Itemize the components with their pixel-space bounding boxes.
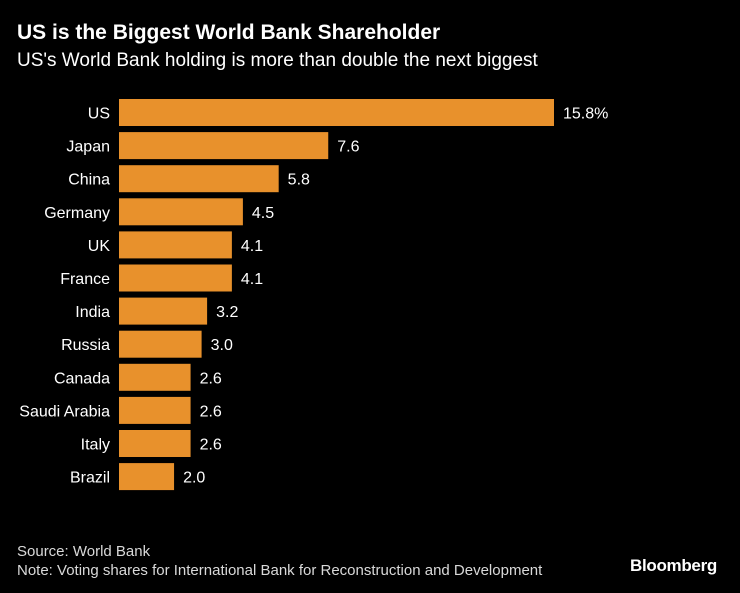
value-label-uk: 4.1 — [241, 238, 263, 255]
bar-uk — [119, 231, 232, 259]
bar-china — [119, 165, 279, 193]
value-label-saudi-arabia: 2.6 — [200, 403, 222, 420]
bar-france — [119, 264, 232, 292]
bar-us — [119, 99, 554, 126]
bar-japan — [119, 132, 329, 160]
category-label-canada: Canada — [54, 370, 110, 387]
bar-italy — [119, 430, 191, 457]
category-label-russia: Russia — [61, 337, 110, 354]
bloomberg-logo: Bloomberg — [629, 556, 717, 575]
category-label-uk: UK — [88, 238, 111, 255]
category-label-brazil: Brazil — [70, 470, 110, 487]
category-label-saudi-arabia: Saudi Arabia — [19, 403, 110, 420]
category-label-germany: Germany — [44, 205, 110, 222]
value-label-japan: 7.6 — [337, 139, 359, 156]
category-label-us: US — [88, 106, 110, 123]
value-label-brazil: 2.0 — [183, 470, 205, 487]
footnote: Note: Voting shares for International Ba… — [17, 562, 543, 579]
category-label-italy: Italy — [81, 437, 110, 454]
category-label-china: China — [68, 172, 110, 189]
bar-russia — [119, 330, 202, 358]
value-label-italy: 2.6 — [200, 437, 222, 454]
category-label-france: France — [60, 271, 110, 288]
bar-saudi-arabia — [119, 396, 191, 424]
category-label-japan: Japan — [66, 139, 110, 156]
value-label-france: 4.1 — [241, 271, 263, 288]
value-label-russia: 3.0 — [211, 337, 233, 354]
value-label-us: 15.8% — [563, 106, 608, 123]
category-label-india: India — [75, 304, 110, 321]
bar-india — [119, 297, 208, 325]
value-label-china: 5.8 — [288, 172, 310, 189]
value-label-canada: 2.6 — [200, 370, 222, 387]
bar-canada — [119, 363, 191, 391]
bar-germany — [119, 198, 243, 226]
chart-title: US is the Biggest World Bank Shareholder — [17, 21, 441, 44]
value-label-india: 3.2 — [216, 304, 238, 321]
bar-brazil — [119, 463, 175, 491]
chart-subtitle: US's World Bank holding is more than dou… — [17, 50, 538, 71]
value-label-germany: 4.5 — [252, 205, 274, 222]
source-note: Source: World Bank — [17, 543, 151, 560]
